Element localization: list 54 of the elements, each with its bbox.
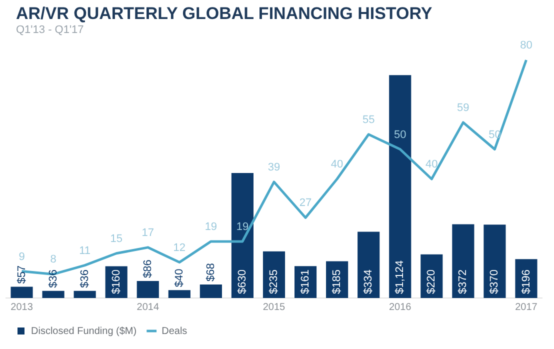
data-label: 9 — [18, 250, 25, 263]
data-label: $370 — [488, 270, 501, 294]
bar — [200, 284, 222, 298]
bar — [515, 259, 538, 298]
data-label: 40 — [426, 158, 438, 171]
data-label: $196 — [520, 270, 532, 294]
data-label: 27 — [299, 197, 312, 210]
legend-label: Disclosed Funding ($M) — [31, 326, 137, 337]
x-tick-label: 2015 — [262, 302, 286, 313]
bar — [168, 290, 190, 298]
data-label: $68 — [204, 263, 217, 282]
data-label: $185 — [331, 270, 344, 294]
bar — [452, 224, 474, 298]
data-label: 40 — [330, 158, 344, 171]
data-label: $630 — [236, 270, 248, 294]
data-label: 8 — [50, 254, 56, 266]
data-label: $372 — [457, 270, 470, 294]
data-label: $235 — [268, 270, 280, 294]
data-label: 19 — [204, 221, 218, 234]
bar — [74, 290, 96, 298]
bar — [42, 290, 64, 298]
data-label: 39 — [268, 162, 280, 174]
bar — [10, 286, 33, 298]
chart-subtitle: Q1'13 - Q1'17 — [16, 24, 84, 36]
bar — [231, 173, 254, 298]
data-label: 15 — [110, 232, 122, 245]
x-tick-label: 2014 — [136, 302, 160, 313]
data-label: $160 — [110, 270, 122, 294]
data-label: 59 — [457, 102, 470, 114]
bar — [484, 224, 506, 298]
data-label: $86 — [142, 260, 154, 278]
data-label: 55 — [362, 114, 375, 126]
chart-title: AR/VR QUARTERLY GLOBAL FINANCING HISTORY — [16, 4, 432, 24]
x-tick-label: 2016 — [388, 302, 412, 313]
legend-label: Deals — [162, 326, 188, 337]
data-label: 11 — [79, 244, 91, 257]
data-label: 50 — [394, 128, 406, 141]
data-label: $40 — [173, 268, 186, 288]
bar — [389, 75, 412, 298]
data-label: $334 — [362, 270, 375, 294]
data-label: 12 — [173, 242, 186, 254]
data-label: 19 — [236, 221, 249, 234]
data-label: $57 — [16, 265, 28, 284]
bar — [136, 280, 159, 298]
data-label: $36 — [78, 270, 91, 288]
bar — [358, 232, 380, 298]
data-label: 17 — [142, 226, 154, 239]
data-label: 80 — [520, 40, 532, 52]
x-tick-label: 2013 — [10, 302, 34, 313]
data-label: $36 — [47, 270, 60, 288]
data-label: $1,124 — [394, 260, 406, 294]
data-label: $220 — [426, 270, 438, 294]
data-label: $161 — [300, 270, 312, 294]
x-tick-label: 2017 — [515, 302, 538, 313]
